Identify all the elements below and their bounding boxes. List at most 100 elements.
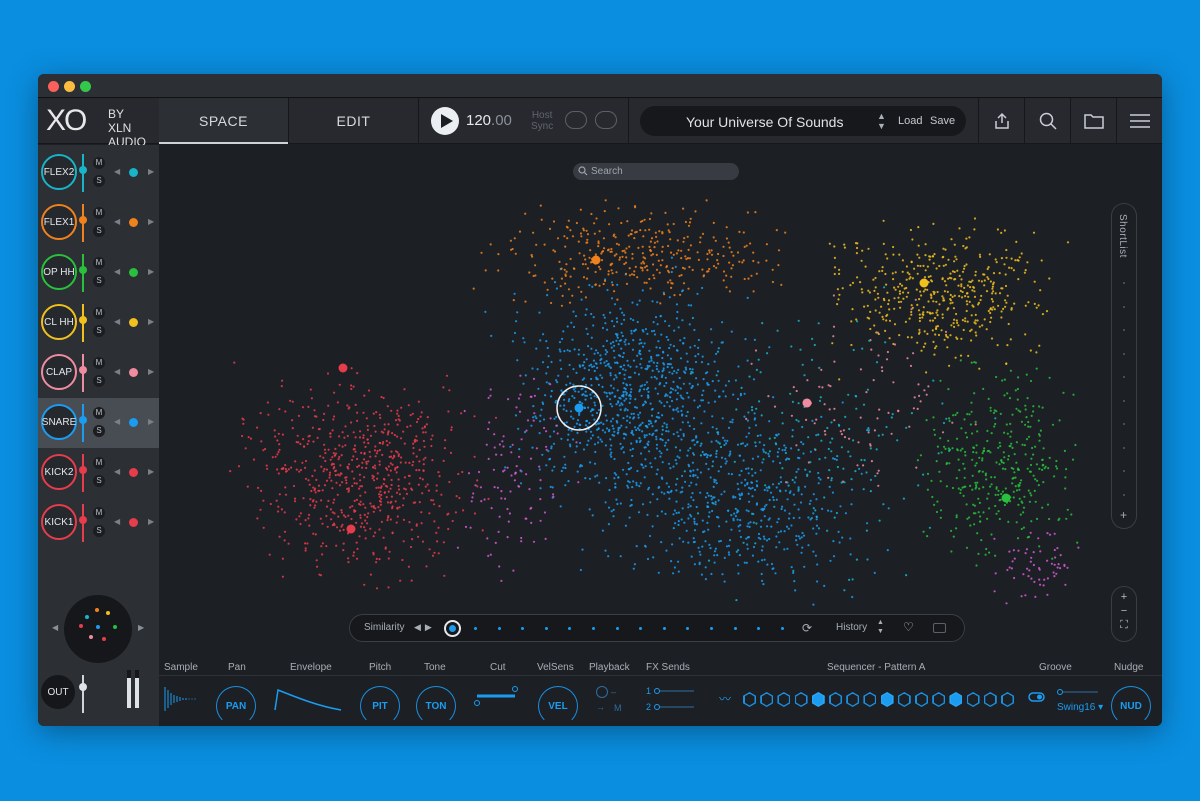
shortlist-slot[interactable]: [1123, 305, 1125, 308]
shortlist-slot[interactable]: [1123, 470, 1125, 472]
shortlist-add-button[interactable]: +: [1120, 508, 1128, 522]
marker-snare[interactable]: [574, 403, 584, 413]
shortlist-panel[interactable]: ShortList +: [1111, 203, 1137, 529]
similar-sound-dot[interactable]: [544, 627, 548, 630]
sequencer-step[interactable]: [743, 692, 756, 707]
solo-button[interactable]: S: [93, 475, 105, 487]
output-fader[interactable]: [79, 675, 87, 713]
track-volume-fader[interactable]: [79, 504, 87, 542]
mute-button[interactable]: M: [93, 307, 105, 319]
similarity-arrows-icon[interactable]: ◀▶: [414, 622, 436, 632]
zoom-fit-button[interactable]: ⛶: [1120, 619, 1128, 631]
mute-button[interactable]: M: [93, 207, 105, 219]
marker-snare-selected-ring[interactable]: [556, 385, 602, 431]
prev-sound-arrow-icon[interactable]: ◀: [114, 517, 121, 526]
track-volume-fader[interactable]: [79, 404, 87, 442]
refresh-icon[interactable]: ⟳: [802, 621, 813, 635]
prev-sound-arrow-icon[interactable]: ◀: [114, 167, 121, 176]
xy-pad[interactable]: [64, 595, 132, 663]
mute-button[interactable]: M: [93, 157, 105, 169]
track-name-button[interactable]: KICK1: [41, 504, 77, 540]
zoom-out-button[interactable]: −: [1120, 605, 1128, 617]
next-sound-arrow-icon[interactable]: ▶: [148, 267, 155, 276]
export-button[interactable]: [978, 98, 1024, 144]
solo-button[interactable]: S: [93, 375, 105, 387]
marker-kick1[interactable]: [346, 524, 356, 534]
shortlist-slot[interactable]: [1123, 352, 1125, 355]
search-button[interactable]: [1024, 98, 1070, 144]
solo-button[interactable]: S: [93, 525, 105, 537]
sequencer-step[interactable]: [897, 692, 911, 707]
solo-button[interactable]: S: [93, 425, 105, 437]
sequencer-step[interactable]: [932, 692, 946, 707]
solo-button[interactable]: S: [93, 225, 105, 237]
prev-sound-arrow-icon[interactable]: ◀: [114, 267, 121, 276]
shortlist-slot[interactable]: [1123, 446, 1125, 449]
playback-loop-icon[interactable]: [595, 685, 609, 699]
prev-sound-arrow-icon[interactable]: ◀: [114, 467, 121, 476]
sequencer-step[interactable]: [777, 692, 791, 707]
fx-send-sliders[interactable]: [654, 686, 696, 714]
sequencer-step[interactable]: [915, 692, 928, 707]
prev-sound-arrow-icon[interactable]: ◀: [114, 217, 121, 226]
solo-button[interactable]: S: [93, 325, 105, 337]
playback-mode[interactable]: M: [614, 703, 622, 713]
zoom-in-button[interactable]: +: [1120, 591, 1128, 603]
track-name-button[interactable]: OP HH: [41, 254, 77, 290]
pad-right-arrow-icon[interactable]: ▶: [138, 623, 145, 632]
track-volume-fader[interactable]: [79, 154, 87, 192]
metronome-icon[interactable]: [565, 111, 587, 129]
preset-updown-icon[interactable]: ▲ ▼: [877, 111, 886, 131]
folder-icon[interactable]: [933, 623, 946, 633]
sound-points[interactable]: [229, 199, 1080, 606]
mute-button[interactable]: M: [93, 357, 105, 369]
sequencer-step[interactable]: [863, 692, 877, 707]
play-button[interactable]: [431, 107, 459, 135]
similar-sound-dot[interactable]: [757, 627, 761, 630]
cut-slider[interactable]: [472, 686, 520, 710]
sample-waveform-icon[interactable]: [163, 686, 201, 712]
folder-button[interactable]: [1070, 98, 1116, 144]
track-name-button[interactable]: CL HH: [41, 304, 77, 340]
marker-cl-hh[interactable]: [919, 278, 929, 288]
sequencer-step[interactable]: [983, 692, 997, 707]
track-snare[interactable]: SNARE M S ◀ ▶: [38, 398, 159, 448]
prev-sound-arrow-icon[interactable]: ◀: [114, 417, 121, 426]
sequencer-wave-icon[interactable]: 〰: [719, 692, 732, 706]
track-volume-fader[interactable]: [79, 304, 87, 342]
menu-button[interactable]: [1116, 98, 1162, 144]
similar-sound-dot[interactable]: [639, 627, 643, 630]
next-sound-arrow-icon[interactable]: ▶: [148, 517, 155, 526]
similarity-current-sound[interactable]: [444, 620, 461, 637]
shortlist-slot[interactable]: [1123, 282, 1125, 284]
sound-space-map[interactable]: Search ShortList + + − ⛶ Similarity ◀▶ ⟳…: [159, 145, 1162, 675]
similar-sound-dot[interactable]: [592, 627, 595, 630]
track-name-button[interactable]: KICK2: [41, 454, 77, 490]
sequencer-step[interactable]: [1001, 692, 1014, 707]
track-volume-fader[interactable]: [79, 354, 87, 392]
pan-knob[interactable]: PAN: [216, 686, 256, 726]
playback-arrow-icon[interactable]: →: [596, 702, 605, 712]
nudge-knob[interactable]: NUD: [1111, 686, 1151, 726]
sound-cloud-map[interactable]: [159, 145, 1162, 675]
track-volume-fader[interactable]: [79, 254, 87, 292]
track-name-button[interactable]: FLEX1: [41, 204, 77, 240]
similar-sound-dot[interactable]: [521, 627, 525, 630]
pitch-knob[interactable]: PIT: [360, 686, 400, 726]
next-sound-arrow-icon[interactable]: ▶: [148, 467, 155, 476]
similar-sound-dot[interactable]: [710, 627, 713, 630]
next-sound-arrow-icon[interactable]: ▶: [148, 367, 155, 376]
shortlist-slot[interactable]: [1123, 493, 1125, 496]
load-button[interactable]: Load: [898, 115, 923, 127]
preview-play-icon[interactable]: [595, 111, 617, 129]
next-sound-arrow-icon[interactable]: ▶: [148, 417, 155, 426]
next-sound-arrow-icon[interactable]: ▶: [148, 217, 155, 226]
sequencer-step[interactable]: [760, 692, 774, 707]
similar-sound-dot[interactable]: [780, 627, 784, 630]
